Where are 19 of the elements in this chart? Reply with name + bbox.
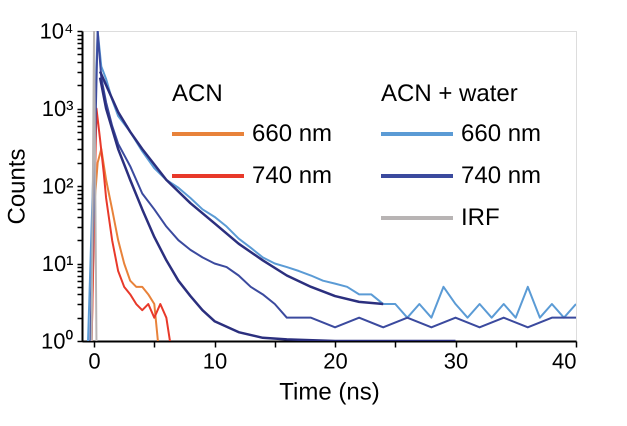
legend-label: 740 nm [461,162,542,189]
x-tick-label: 30 [444,348,468,374]
y-tick-label: 10³ [42,96,74,121]
legend-label: 740 nm [252,162,332,189]
x-tick-label: 40 [552,348,576,374]
x-tick-label: 10 [202,348,228,374]
annotation: ACN [172,80,223,107]
x-tick-label: 0 [88,348,101,374]
y-tick-label: 10⁴ [40,18,74,44]
x-axis-title: Time (ns) [279,378,380,406]
legend-label: 660 nm [252,120,332,147]
y-axis-title: Counts [4,148,31,225]
y-tick-label: 10² [42,174,74,198]
y-tick-label: 10¹ [42,251,74,276]
y-tick-label: 10⁰ [41,328,74,354]
annotation: ACN + water [381,80,518,107]
x-tick-label: 20 [323,348,348,374]
legend-label: 660 nm [461,120,542,147]
legend-label: IRF [461,204,500,231]
